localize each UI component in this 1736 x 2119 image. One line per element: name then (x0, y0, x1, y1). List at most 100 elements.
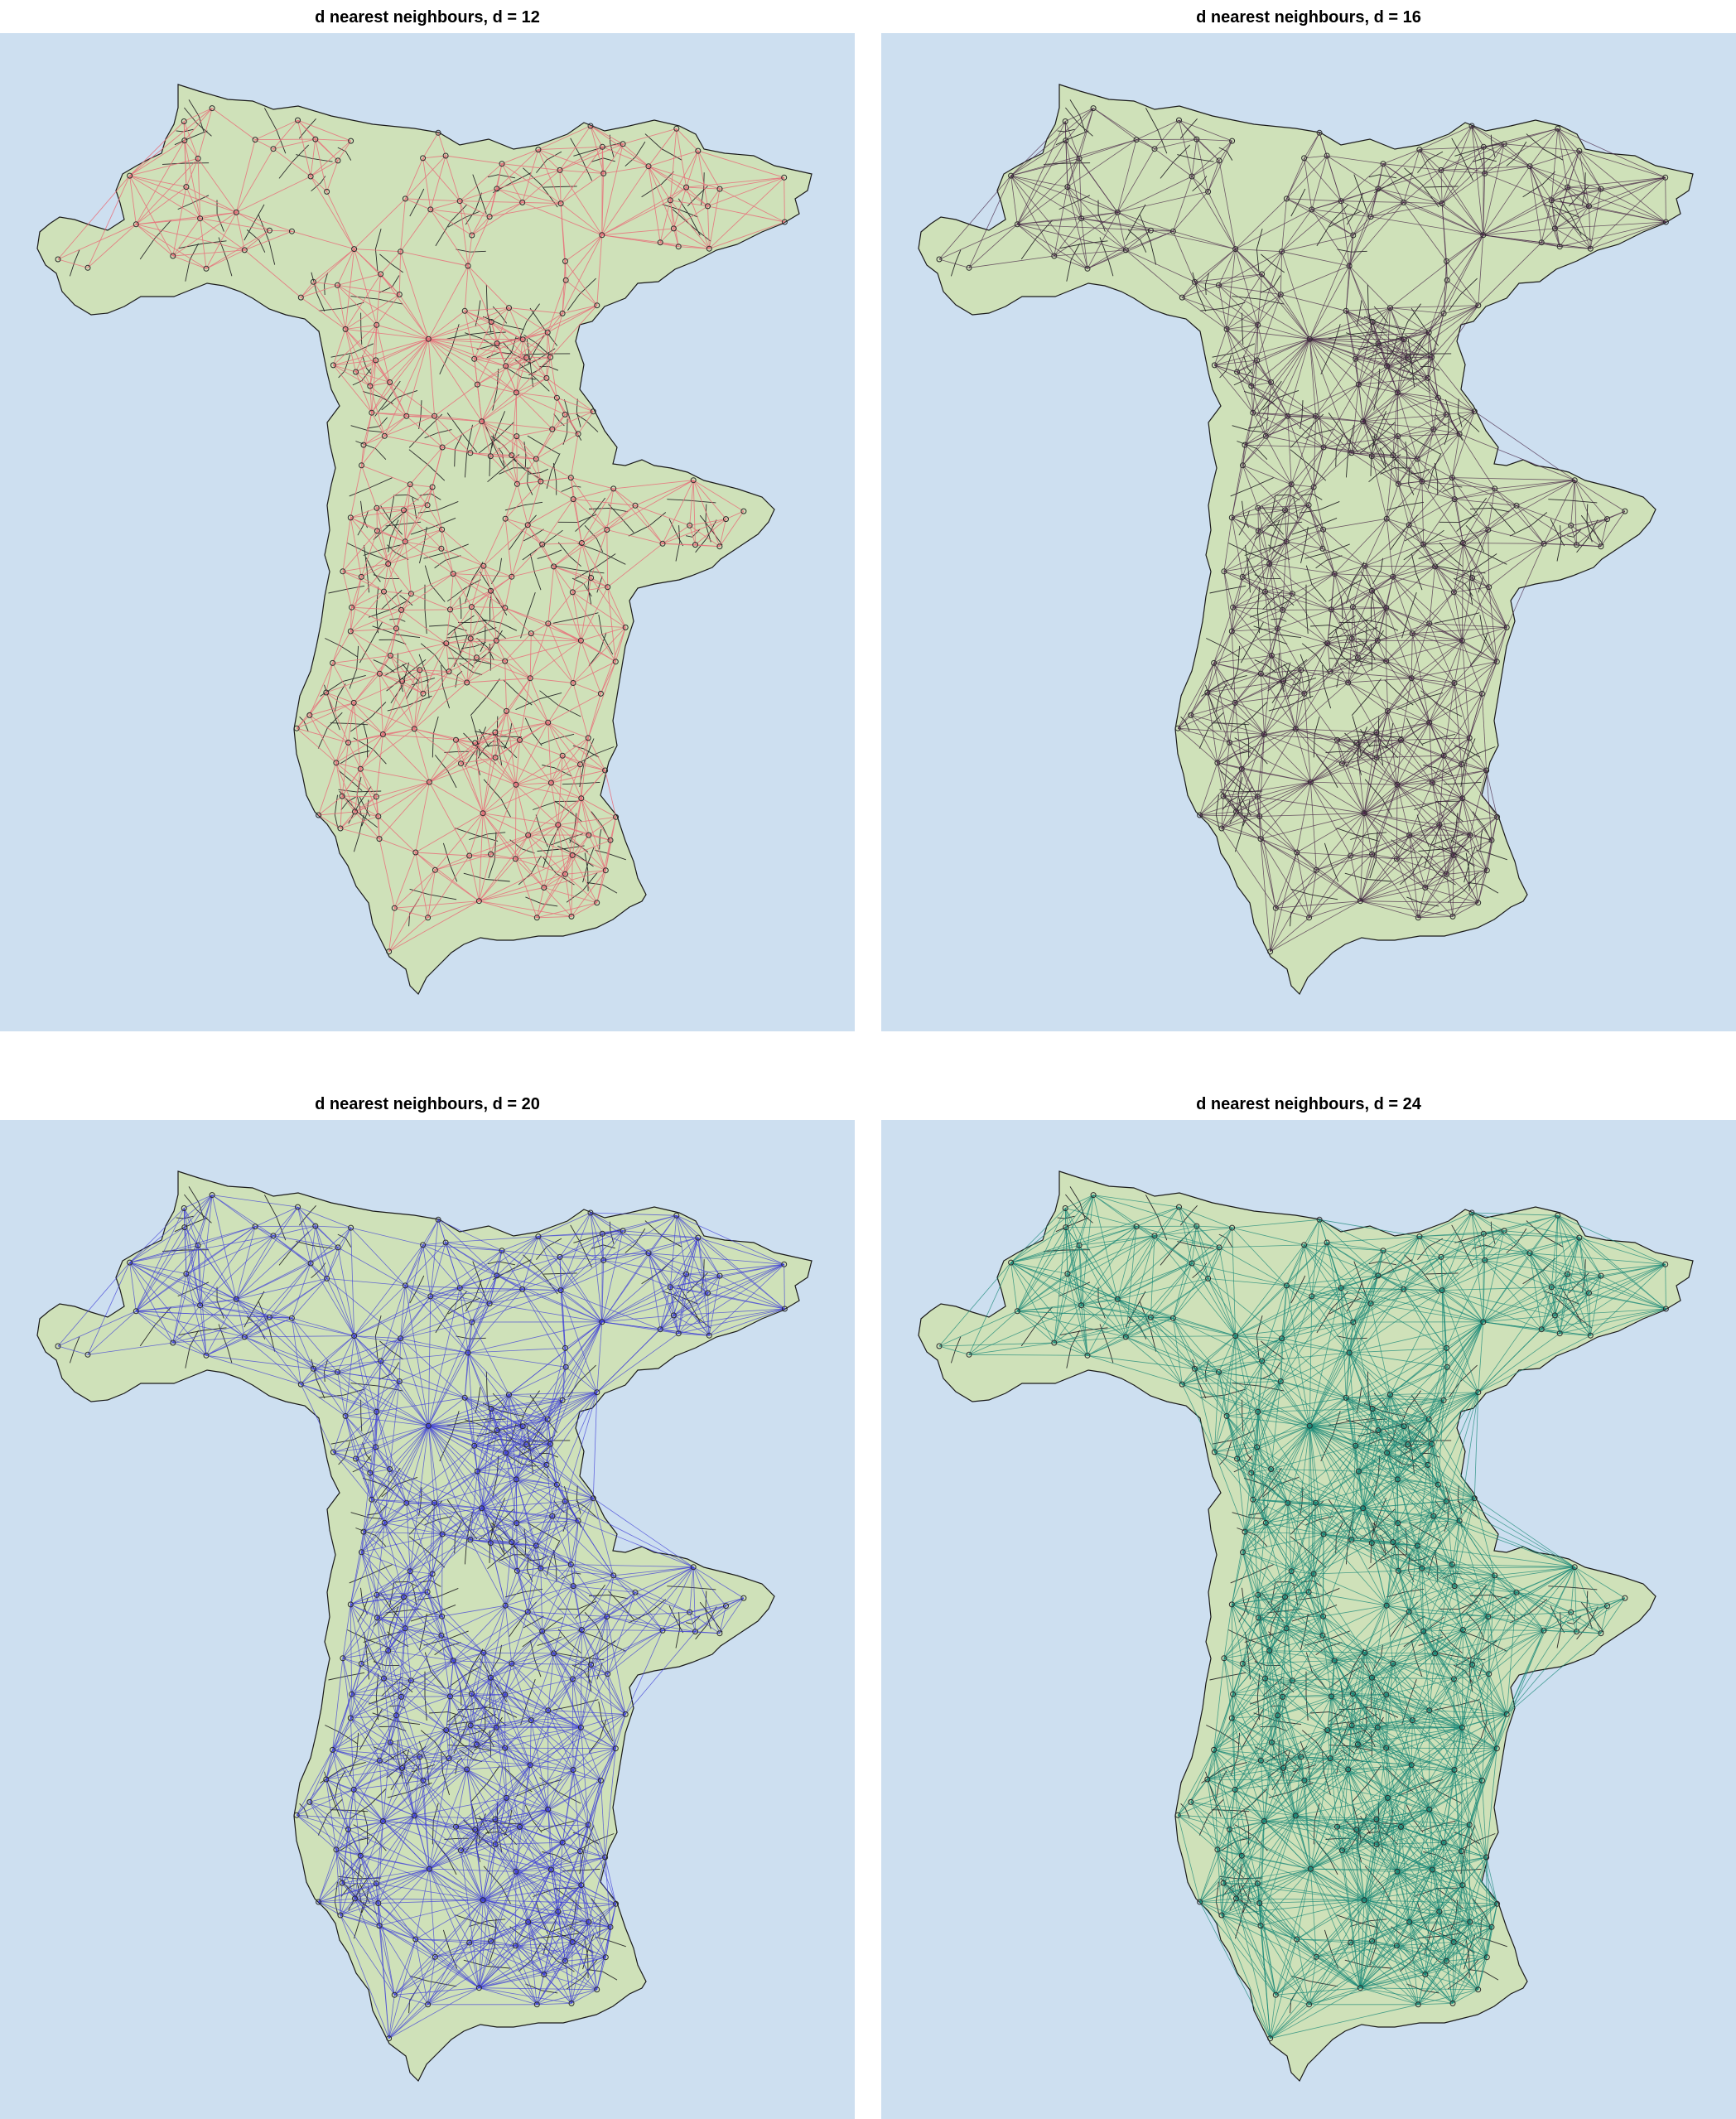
neighbour-edge (383, 1821, 461, 1851)
neighbour-edge (409, 1508, 482, 1572)
municipality-boundary (1205, 684, 1222, 731)
neighbour-edge (1398, 477, 1453, 485)
neighbour-edge (1471, 125, 1484, 235)
neighbour-edge (1396, 784, 1410, 836)
centroid-node (378, 271, 384, 278)
centroid-node (1216, 157, 1222, 164)
neighbour-edge (1529, 166, 1568, 188)
centroid-node (1266, 561, 1273, 567)
neighbour-edge (1345, 311, 1379, 344)
centroid-node (599, 143, 605, 150)
neighbour-edge (528, 834, 573, 856)
neighbour-edge (1360, 900, 1454, 917)
neighbour-edge (401, 593, 412, 611)
neighbour-edge (378, 816, 417, 853)
centroid-node (1551, 225, 1558, 232)
neighbour-edge (1256, 338, 1310, 361)
neighbour-edge (471, 1663, 513, 1694)
neighbour-edge (1242, 563, 1270, 577)
neighbour-edge (376, 484, 411, 509)
centroid-node (1277, 292, 1284, 297)
neighbour-edge (571, 1942, 598, 1990)
neighbour-edge (1237, 371, 1254, 413)
centroid-node (1345, 679, 1352, 686)
centroid-node (333, 760, 340, 766)
centroid-node (597, 690, 604, 697)
neighbour-edge (1364, 566, 1372, 591)
neighbour-edge (1340, 200, 1354, 236)
neighbour-edge (1292, 573, 1335, 595)
municipality-boundary (499, 467, 531, 475)
neighbour-edge (517, 1571, 543, 1632)
neighbour-edge (335, 742, 349, 764)
neighbour-edge (511, 455, 518, 485)
neighbour-edge (244, 1317, 292, 1338)
neighbour-edge (1340, 200, 1350, 267)
centroid-node (1576, 147, 1583, 154)
municipality-boundary (567, 278, 596, 311)
neighbour-edge (515, 1869, 552, 1872)
centroid-node (1191, 278, 1198, 285)
neighbour-edge (236, 211, 292, 232)
neighbour-edge (1362, 397, 1439, 422)
neighbour-edge (446, 155, 503, 165)
neighbour-edge (350, 607, 353, 632)
municipality-boundary (218, 237, 233, 277)
neighbour-edge (519, 739, 563, 756)
neighbour-edge (1462, 737, 1470, 799)
neighbour-edge (496, 1394, 509, 1431)
neighbour-edge (1226, 329, 1252, 387)
neighbour-edge (519, 1824, 589, 1827)
municipality-boundary (686, 1615, 701, 1624)
centroid-node (347, 628, 354, 635)
neighbour-edge (469, 1942, 544, 1975)
neighbour-edge (405, 529, 442, 543)
neighbour-edge (309, 1802, 349, 1830)
neighbour-edge (435, 1945, 516, 1957)
centroid-node (514, 480, 520, 487)
neighbour-edge (390, 1680, 412, 1743)
centroid-node (1390, 573, 1396, 580)
neighbour-edge (572, 591, 616, 662)
neighbour-edge (515, 854, 573, 860)
neighbour-edge (1452, 477, 1495, 490)
neighbour-edge (429, 757, 496, 783)
neighbour-edge (345, 329, 357, 373)
neighbour-edge (692, 1566, 745, 1599)
neighbour-edge (516, 1501, 566, 1523)
neighbour-edge (1386, 518, 1435, 567)
neighbour-edge (354, 1821, 383, 1899)
neighbour-edge (371, 412, 435, 417)
neighbour-edge (415, 1938, 491, 1942)
neighbour-edge (378, 1815, 415, 1904)
neighbour-edge (516, 392, 553, 430)
neighbour-edge (380, 273, 400, 295)
neighbour-edge (1309, 338, 1364, 422)
neighbour-edge (456, 740, 484, 813)
neighbour-edge (590, 125, 603, 147)
centroid-node (1147, 227, 1154, 234)
neighbour-edge (461, 1850, 484, 1900)
neighbour-edge (1081, 218, 1151, 231)
neighbour-edge (1392, 436, 1399, 456)
neighbour-edge (1429, 623, 1507, 628)
neighbour-edge (456, 739, 517, 785)
neighbour-edge (1304, 155, 1328, 159)
neighbour-edge (481, 421, 513, 456)
neighbour-edge (1010, 158, 1080, 176)
neighbour-edge (428, 1425, 551, 1445)
neighbour-edge (1259, 816, 1261, 839)
neighbour-edge (527, 480, 542, 525)
neighbour-edge (536, 433, 579, 460)
centroid-node (1571, 477, 1578, 484)
neighbour-edge (405, 541, 441, 549)
neighbour-edge (1372, 456, 1399, 485)
neighbour-edge (333, 338, 429, 366)
neighbour-edge (1232, 630, 1272, 656)
neighbour-edge (540, 1567, 574, 1586)
neighbour-edge (1154, 138, 1197, 150)
neighbour-edge (565, 1885, 582, 1962)
neighbour-edge (1190, 663, 1214, 716)
municipality-boundary (1160, 144, 1191, 179)
centroid-node (740, 508, 747, 514)
